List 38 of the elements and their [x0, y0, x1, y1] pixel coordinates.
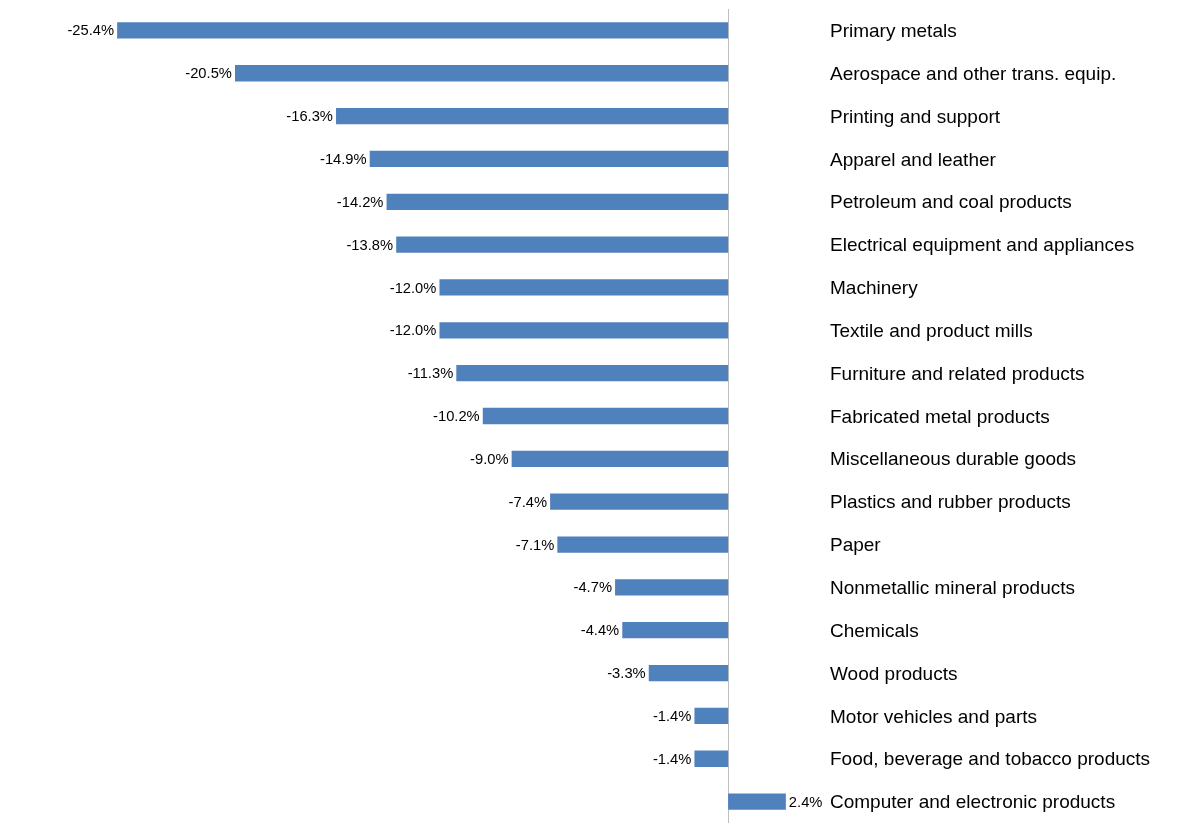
- data-label: -12.0%: [389, 279, 437, 296]
- data-label: -4.7%: [573, 579, 612, 596]
- data-label: -20.5%: [185, 65, 232, 82]
- y-tick-label: Petroleum and coal products: [830, 191, 1072, 213]
- data-label: -11.3%: [407, 365, 454, 382]
- data-label: -9.0%: [470, 450, 509, 467]
- data-label: -13.8%: [346, 236, 394, 253]
- data-label: -25.4%: [67, 22, 115, 39]
- y-tick-label: Textile and product mills: [830, 319, 1033, 341]
- data-label: 2.4%: [788, 793, 823, 810]
- data-label: -14.9%: [319, 150, 367, 167]
- y-tick-label: Plastics and rubber products: [830, 491, 1071, 513]
- y-tick-label: Wood products: [830, 662, 958, 684]
- y-tick-label: Nonmetallic mineral products: [830, 577, 1075, 599]
- y-tick-label: Miscellaneous durable goods: [830, 448, 1077, 470]
- data-label: -16.3%: [286, 108, 333, 125]
- data-label: -12.0%: [389, 322, 437, 339]
- y-tick-label: Printing and support: [830, 105, 1001, 127]
- y-tick-label: Paper: [830, 534, 882, 556]
- y-tick-label: Motor vehicles and parts: [830, 705, 1037, 727]
- y-tick-label: Fabricated metal products: [830, 405, 1050, 427]
- y-tick-label: Aerospace and other trans. equip.: [830, 62, 1117, 84]
- data-label: -7.1%: [515, 536, 555, 553]
- y-tick-label: Food, beverage and tobacco products: [830, 748, 1151, 770]
- y-tick-label: Electrical equipment and appliances: [830, 234, 1135, 256]
- data-label: -1.4%: [652, 707, 692, 724]
- y-tick-label: Furniture and related products: [830, 362, 1085, 384]
- data-label: -14.2%: [336, 193, 384, 210]
- data-label: -3.3%: [607, 665, 646, 682]
- y-tick-label: Machinery: [830, 277, 919, 299]
- data-label: -4.4%: [580, 622, 620, 639]
- y-tick-label: Primary metals: [830, 20, 957, 42]
- y-tick-label: Chemicals: [830, 619, 919, 641]
- y-tick-label: Apparel and leather: [830, 148, 997, 170]
- data-label: -1.4%: [652, 750, 692, 767]
- data-label: -7.4%: [508, 493, 548, 510]
- data-label: -10.2%: [433, 408, 480, 425]
- y-tick-label: Computer and electronic products: [830, 791, 1116, 813]
